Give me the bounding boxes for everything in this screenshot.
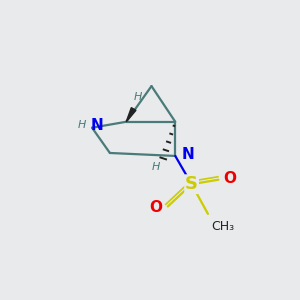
Text: H: H bbox=[152, 162, 160, 172]
Text: N: N bbox=[182, 147, 195, 162]
Text: O: O bbox=[149, 200, 163, 215]
Text: O: O bbox=[224, 171, 237, 186]
Text: N: N bbox=[91, 118, 103, 133]
Text: CH₃: CH₃ bbox=[212, 220, 235, 233]
Text: H: H bbox=[78, 120, 86, 130]
Text: S: S bbox=[185, 175, 198, 193]
Polygon shape bbox=[126, 108, 136, 122]
Text: H: H bbox=[134, 92, 142, 102]
